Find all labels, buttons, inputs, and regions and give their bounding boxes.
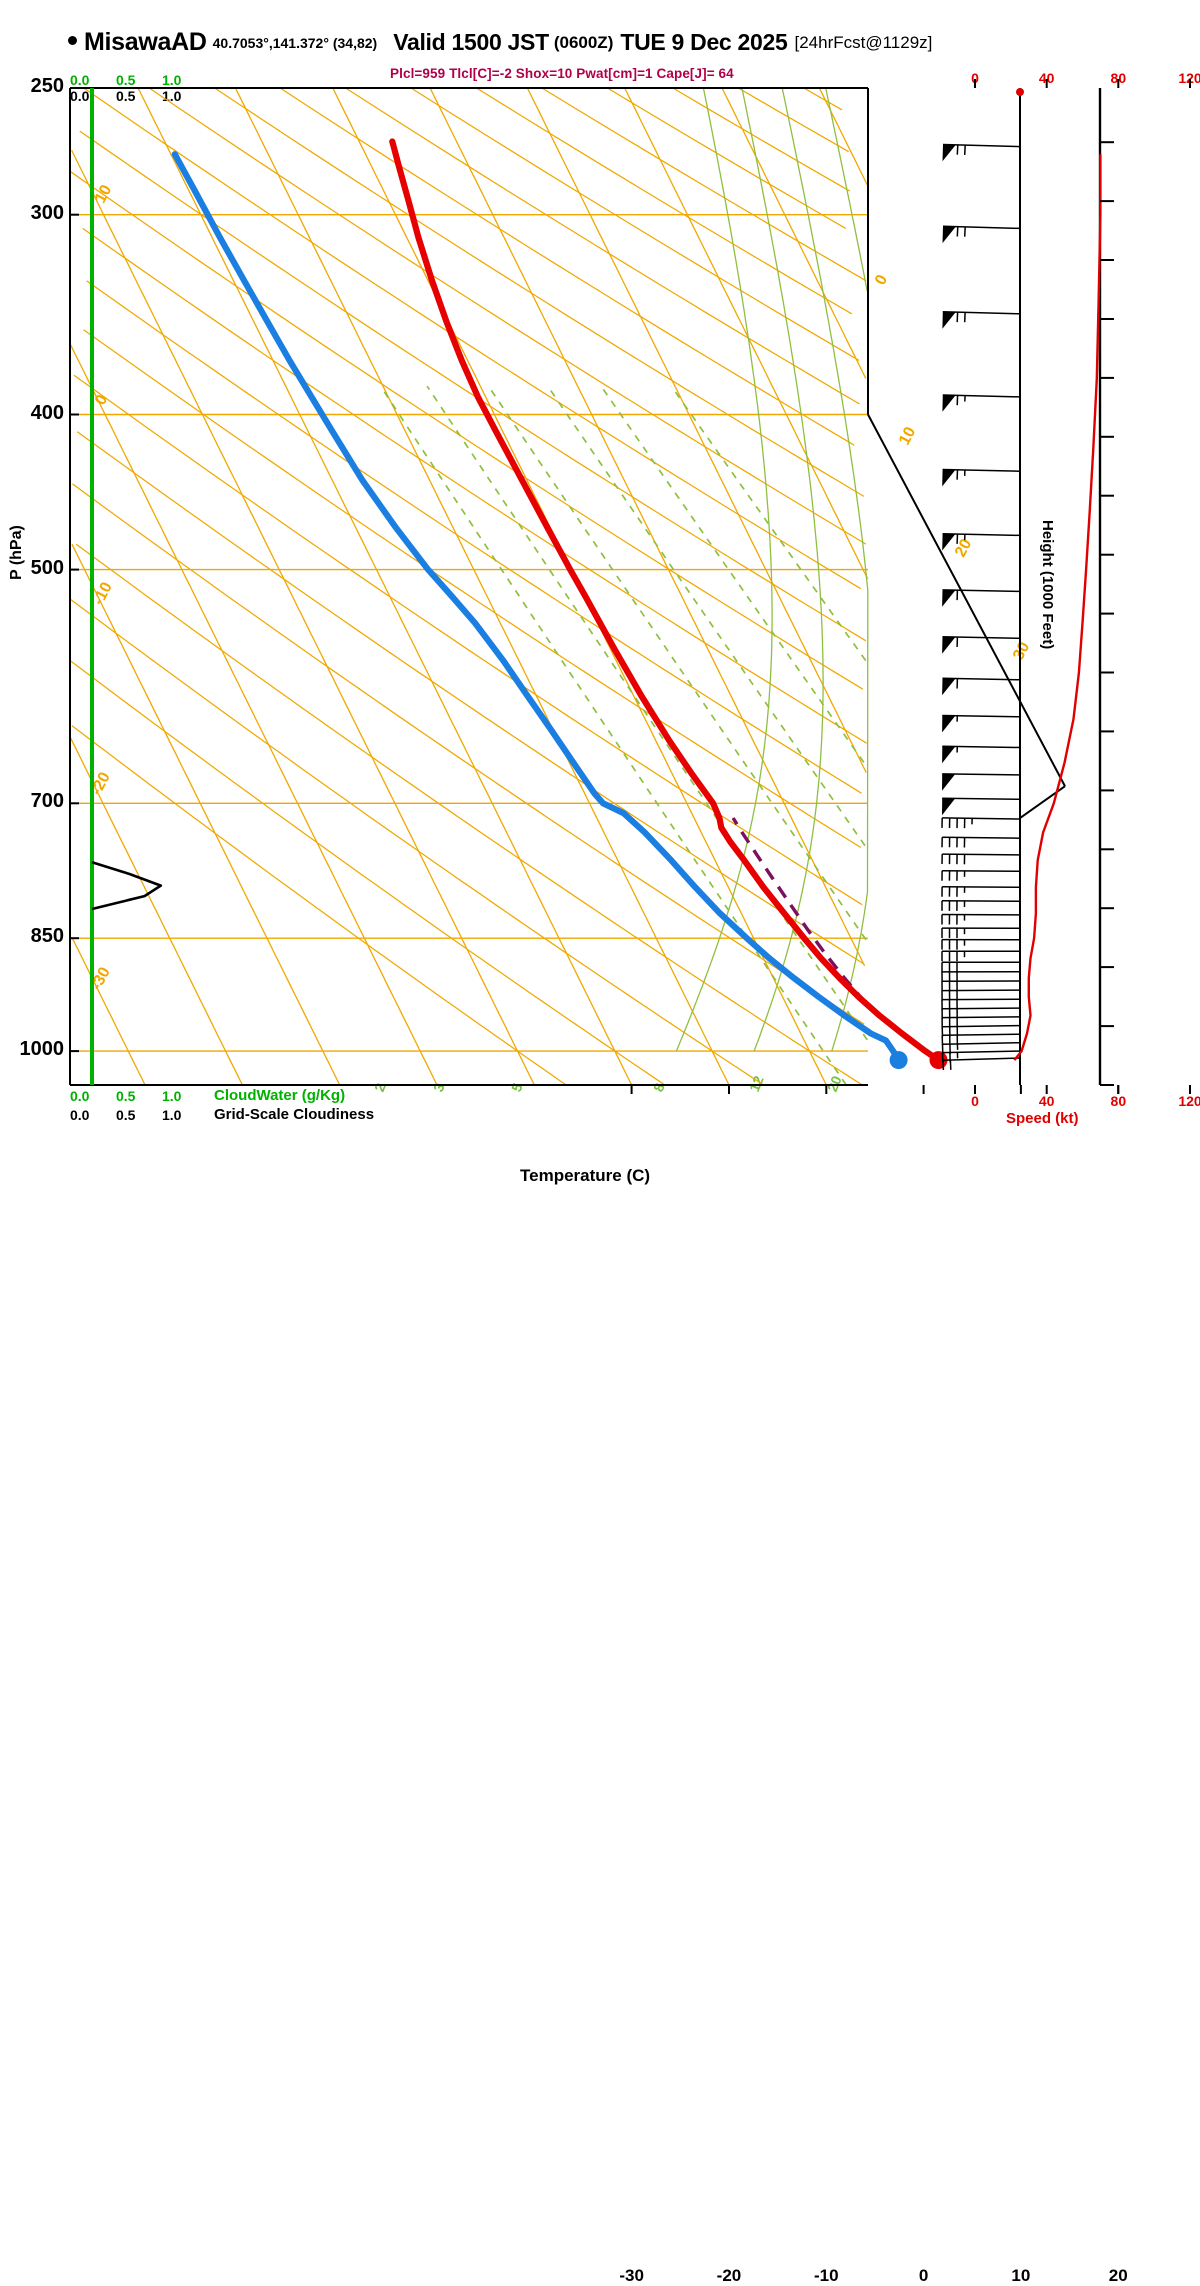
temperature-tick-label-20: 20 — [1088, 2266, 1148, 2286]
wind-speed-curve — [1014, 154, 1100, 1060]
dry-adiabat-50 — [83, 228, 867, 743]
wind-barb-pennant — [942, 590, 955, 607]
wind-barb-866 — [942, 951, 1020, 961]
dry-adiabat--10 — [76, 544, 862, 1085]
wind-barb-pennant — [942, 716, 955, 733]
wind-barb-736 — [942, 837, 1020, 847]
dry-adiabat-30 — [84, 330, 861, 848]
wind-barb-shaft — [943, 1058, 1020, 1060]
temperature-tick-label-0: 0 — [894, 2266, 954, 2286]
dry-adiabat-80 — [84, 88, 861, 589]
wind-barb-pennant — [942, 746, 955, 763]
isotherm--20 — [235, 88, 729, 1085]
wind-column-top-marker — [1016, 88, 1024, 96]
wind-barb-pennant — [943, 226, 956, 243]
isotherm--80 — [72, 938, 145, 1085]
wind-barb-shaft — [942, 871, 1020, 872]
isotherm--40 — [72, 150, 535, 1085]
wind-barb-434 — [942, 470, 1020, 487]
wind-barb-772 — [942, 871, 1020, 881]
wind-barb-pennant — [943, 145, 956, 162]
wind-barb-pennant — [942, 798, 955, 815]
temperature-tick-label--10: -10 — [796, 2266, 856, 2286]
temperature-tick-label--20: -20 — [699, 2266, 759, 2286]
wind-barb-390 — [942, 395, 1020, 412]
wind-barb-shaft — [943, 1043, 1021, 1045]
wind-barb-790 — [942, 887, 1020, 897]
wind-barb-shaft — [942, 1034, 1020, 1035]
wind-barb-shaft — [942, 990, 1020, 991]
wind-barb-272 — [943, 145, 1021, 162]
wind-barb-618 — [942, 716, 1020, 733]
wind-barb-822 — [942, 915, 1020, 925]
wind-barb-716 — [942, 818, 1020, 828]
dry-adiabat--30 — [70, 661, 665, 1085]
temperature-curve — [392, 142, 938, 1061]
wind-barb-1000 — [943, 1051, 1021, 1062]
wind-barb-shaft — [942, 837, 1020, 838]
wind-barb-516 — [942, 590, 1020, 607]
skewt-plot-area — [0, 0, 1200, 1200]
wind-barb-pennant — [942, 774, 955, 791]
dry-adiabat-100 — [215, 88, 864, 496]
wind-barb-838 — [942, 928, 1020, 938]
wind-barb-852 — [942, 940, 1020, 950]
wind-barb-pennant — [942, 395, 955, 412]
wind-barb-646 — [942, 746, 1020, 763]
wind-barb-full-feather — [957, 145, 958, 155]
temperature-tick-label-30: 30 — [1186, 2266, 1200, 2286]
dry-adiabat-150 — [542, 88, 866, 281]
wind-barb-754 — [942, 854, 1020, 864]
wind-barb-shaft — [942, 854, 1020, 855]
isotherm--30 — [138, 88, 631, 1085]
speed-trace — [1014, 154, 1100, 1060]
wind-barb-1010 — [943, 1058, 1020, 1070]
wind-barb-346 — [942, 312, 1020, 329]
dry-adiabat-130 — [411, 88, 859, 360]
temperature-tick-label--30: -30 — [602, 2266, 662, 2286]
wind-barb-806 — [942, 901, 1020, 911]
wind-barb-shaft — [942, 887, 1020, 888]
wind-barb-pennant — [942, 470, 955, 487]
surface-markers — [890, 1051, 948, 1069]
wind-barb-pennant — [942, 534, 955, 551]
wind-barb-pennant — [942, 312, 955, 329]
dry-adiabat-40 — [87, 281, 862, 793]
wind-barb-552 — [942, 637, 1020, 654]
dry-adiabat-20 — [74, 375, 862, 905]
wind-barb-pennant — [942, 678, 955, 695]
wind-barb-shaft — [942, 1026, 1020, 1027]
wind-barb-shaft — [942, 901, 1020, 902]
wind-barb-306 — [943, 226, 1021, 243]
dry-adiabat-110 — [280, 88, 854, 445]
temperature-tick-label-10: 10 — [991, 2266, 1051, 2286]
wind-barb-880 — [942, 962, 1020, 972]
dry-adiabat--20 — [71, 600, 764, 1086]
mixing-ratio-12 — [601, 386, 864, 762]
wind-barb-672 — [942, 774, 1020, 791]
surface-dewpoint-dot — [890, 1051, 908, 1069]
cloudiness-curve — [92, 862, 161, 909]
wind-barb-shaft — [942, 1008, 1020, 1009]
dry-adiabat-10 — [77, 432, 863, 964]
mixing-ratio-2 — [381, 386, 847, 1085]
wind-barb-pennant — [942, 637, 955, 654]
wind-barb-full-feather — [965, 145, 966, 155]
dry-adiabat-90 — [149, 88, 866, 544]
isotherm--60 — [72, 544, 340, 1085]
wind-barb-full-feather — [957, 227, 958, 237]
dry-adiabat-170 — [673, 88, 850, 191]
cloudiness-trace — [92, 862, 161, 909]
temperature-profile — [392, 142, 938, 1061]
wind-barb-696 — [942, 798, 1020, 815]
wind-barb-476 — [942, 534, 1020, 551]
wind-barb-full-feather — [965, 227, 966, 237]
axis-ticks — [70, 79, 1200, 1094]
wind-barb-shaft — [943, 1051, 1021, 1053]
isotherm--50 — [70, 344, 437, 1085]
dry-adiabat-190 — [804, 88, 842, 110]
wind-barb-shaft — [942, 818, 1020, 819]
wind-barb-shaft — [942, 1017, 1020, 1018]
